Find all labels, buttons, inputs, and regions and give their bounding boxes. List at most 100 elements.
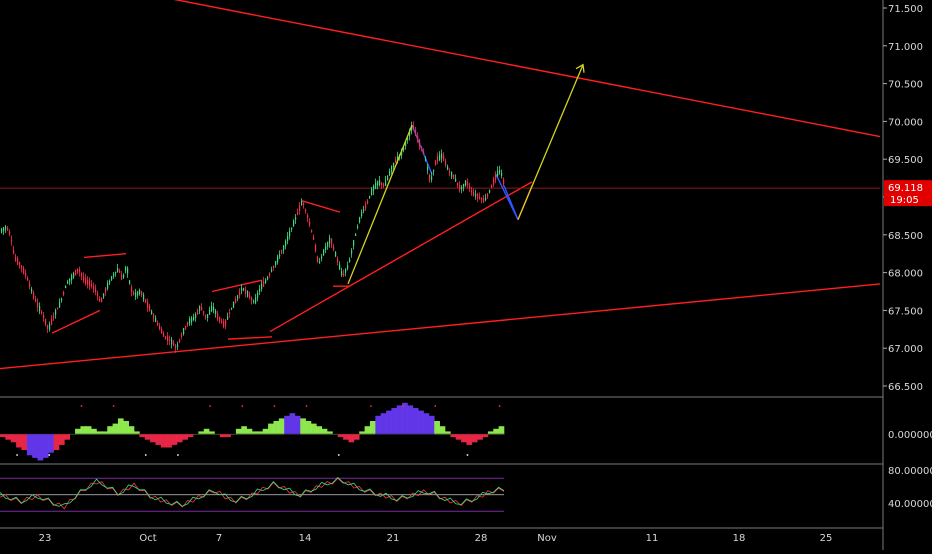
candle-body (11, 240, 12, 242)
candle-body (273, 266, 274, 268)
candle-body (105, 288, 106, 292)
rsi-tick-label: 40.000000 (888, 499, 932, 510)
oscillator-bar (493, 429, 499, 435)
candle-body (461, 187, 462, 189)
candle-body (497, 171, 498, 176)
candle-body (213, 307, 214, 310)
candle-body (73, 273, 74, 277)
candle-body (455, 179, 456, 182)
candle-body (495, 174, 496, 180)
candle-body (15, 257, 16, 261)
candle-body (183, 328, 184, 334)
oscillator-bar (365, 426, 371, 434)
oscillator-bar (300, 418, 306, 434)
candle-body (79, 269, 80, 272)
candle-body (187, 322, 188, 325)
candle-body (417, 136, 418, 140)
oscillator-dot (434, 405, 436, 407)
oscillator-bar (220, 434, 226, 437)
candle-body (3, 227, 4, 231)
candle-body (367, 201, 368, 204)
candle-body (125, 267, 126, 271)
candle-body (65, 286, 66, 288)
oscillator-bar (225, 434, 231, 437)
oscillator-bar (477, 434, 483, 440)
candle-body (29, 283, 30, 286)
candle-body (165, 337, 166, 339)
candle-body (89, 280, 90, 286)
candle-body (473, 192, 474, 195)
oscillator-dot (274, 405, 276, 407)
candle-body (253, 301, 254, 303)
oscillator-bar (5, 434, 11, 440)
oscillator-bar (188, 434, 194, 437)
candle-body (501, 173, 502, 176)
candle-body (413, 126, 414, 130)
time-tick-label: 21 (387, 533, 400, 544)
candle-body (375, 183, 376, 189)
candle-body (477, 194, 478, 198)
candle-body (161, 329, 162, 334)
candle-body (151, 311, 152, 314)
candle-body (301, 201, 302, 205)
candle-body (379, 180, 380, 185)
candle-body (291, 228, 292, 230)
candle-body (127, 268, 128, 274)
candle-body (101, 298, 102, 302)
oscillator-bar (461, 434, 467, 442)
oscillator-bar (64, 434, 70, 440)
price-tick-label: 66.500 (888, 382, 923, 393)
candle-body (385, 180, 386, 186)
candle-body (259, 289, 260, 292)
candle-body (373, 186, 374, 191)
candle-body (71, 275, 72, 280)
candle-body (91, 284, 92, 286)
oscillator-bar (268, 424, 274, 435)
candle-body (229, 312, 230, 314)
candle-body (83, 276, 84, 280)
candle-body (211, 306, 212, 311)
oscillator-bar (424, 413, 430, 434)
price-tick-label: 71.000 (888, 42, 923, 53)
candle-body (309, 222, 310, 226)
oscillator-bar (21, 434, 27, 450)
candle-body (5, 226, 6, 229)
candle-body (25, 273, 26, 276)
candle-body (483, 198, 484, 203)
candle-body (163, 333, 164, 337)
time-tick-label: 14 (299, 533, 312, 544)
oscillator-bar (349, 434, 355, 442)
candle-body (69, 278, 70, 281)
candle-body (293, 220, 294, 226)
oscillator-bar (295, 416, 301, 435)
candle-body (249, 295, 250, 298)
oscillator-dot (499, 405, 501, 407)
candle-body (263, 281, 264, 286)
candle-body (487, 194, 488, 197)
candle-body (323, 250, 324, 256)
candle-body (287, 236, 288, 241)
oscillator-bar (161, 434, 167, 448)
candle-body (31, 289, 32, 292)
oscillator-bar (499, 426, 505, 434)
candle-body (439, 155, 440, 161)
candle-body (97, 293, 98, 296)
candle-body (199, 306, 200, 311)
oscillator-dot (241, 405, 243, 407)
candle-body (349, 259, 350, 262)
candle-body (481, 198, 482, 200)
oscillator-bar (391, 408, 397, 435)
candle-body (49, 324, 50, 329)
candle-body (371, 189, 372, 195)
candle-body (115, 272, 116, 274)
candle-body (99, 299, 100, 301)
oscillator-bar (483, 434, 489, 437)
candle-body (415, 130, 416, 136)
candle-body (365, 204, 366, 208)
candle-body (21, 265, 22, 268)
candle-body (267, 277, 268, 280)
candle-body (139, 290, 140, 294)
candle-body (61, 299, 62, 301)
